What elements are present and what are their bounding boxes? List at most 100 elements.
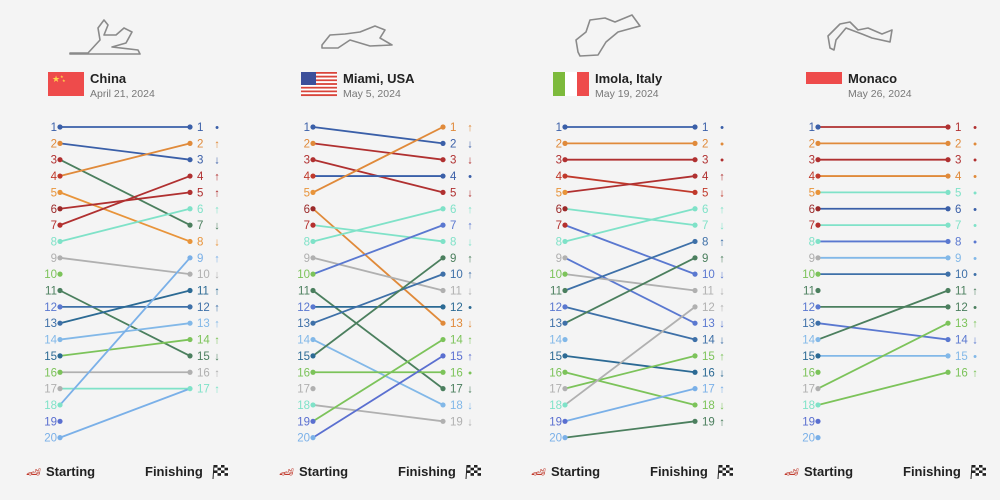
finish-position-label: 18 [450, 400, 463, 412]
start-position-label: 13 [297, 318, 310, 330]
start-dot [57, 287, 63, 294]
finish-position-label: 15 [197, 351, 210, 363]
finish-position-label: 7 [197, 220, 203, 232]
start-position-label: 10 [44, 269, 57, 281]
start-dot [57, 124, 63, 130]
finish-position-label: 6 [955, 204, 961, 216]
finish-dot [692, 124, 698, 130]
finish-dot [692, 287, 698, 294]
start-dot [57, 255, 63, 261]
start-dot [815, 320, 821, 326]
start-position-label: 15 [549, 351, 562, 363]
position-change-marker: • [973, 302, 977, 314]
starting-label: Starting [804, 464, 853, 479]
finish-dot [692, 157, 698, 163]
start-dot [815, 418, 821, 424]
finish-dot [945, 369, 951, 375]
position-change-marker: ↑ [214, 286, 220, 298]
finish-dot [692, 418, 698, 424]
flag-italy-icon [553, 72, 589, 96]
finish-dot [440, 418, 446, 424]
start-position-label: 2 [556, 138, 562, 150]
race-car-icon: 🏎 [279, 465, 294, 479]
finish-position-label: 13 [955, 318, 968, 330]
finish-dot [692, 402, 698, 408]
start-dot [57, 320, 63, 326]
finish-dot [692, 271, 698, 277]
start-dot [562, 402, 568, 408]
start-dot [815, 336, 821, 343]
finish-position-label: 12 [955, 302, 968, 314]
finish-dot [692, 320, 698, 326]
finish-position-label: 5 [702, 187, 708, 199]
slope-line [59, 158, 191, 226]
position-change-marker: • [973, 236, 977, 248]
position-change-marker: ↑ [214, 171, 220, 183]
start-position-label: 15 [44, 351, 57, 363]
chart-subtitle: May 26, 2024 [848, 88, 912, 100]
position-change-marker: • [720, 138, 724, 150]
start-dot [310, 157, 316, 163]
finish-position-label: 5 [450, 187, 456, 199]
start-dot [562, 287, 568, 294]
slope-line [312, 142, 444, 161]
finishing-label: Finishing [145, 464, 203, 479]
finish-dot [187, 157, 193, 163]
start-position-label: 10 [297, 269, 310, 281]
finish-position-label: 16 [197, 367, 210, 379]
start-dot [815, 222, 821, 228]
finish-dot [692, 369, 698, 375]
start-position-label: 3 [304, 155, 310, 167]
start-position-label: 9 [809, 253, 815, 265]
race-car-icon: 🏎 [531, 465, 546, 479]
slope-line [564, 355, 696, 374]
start-position-label: 11 [45, 286, 57, 298]
start-dot [815, 189, 821, 195]
finish-position-label: 7 [702, 220, 708, 232]
position-change-marker: • [973, 138, 977, 150]
finish-position-label: 13 [197, 318, 210, 330]
chart-subtitle: April 21, 2024 [90, 88, 155, 100]
start-dot [310, 140, 316, 146]
start-dot [57, 418, 63, 424]
position-change-marker: ↑ [972, 318, 978, 330]
start-position-label: 12 [802, 302, 815, 314]
finishing-label: Finishing [650, 464, 708, 479]
start-dot [57, 386, 63, 392]
start-position-label: 4 [809, 171, 816, 183]
finish-position-label: 11 [450, 286, 462, 298]
finish-position-label: 11 [702, 286, 714, 298]
position-change-marker: • [468, 367, 472, 379]
finish-position-label: 3 [197, 155, 203, 167]
start-position-label: 13 [44, 318, 57, 330]
start-dot [310, 402, 316, 408]
position-change-marker: ↓ [467, 416, 473, 428]
start-dot [562, 369, 568, 375]
finish-dot [440, 320, 446, 326]
start-dot [310, 369, 316, 375]
finish-dot [945, 353, 951, 359]
slope-line [564, 371, 696, 406]
position-change-marker: ↑ [719, 204, 725, 216]
start-position-label: 9 [556, 253, 562, 265]
slope-line [312, 207, 444, 243]
finish-dot [440, 140, 446, 146]
start-position-label: 7 [556, 220, 562, 232]
position-change-marker: • [468, 171, 472, 183]
start-position-label: 20 [802, 433, 815, 445]
start-dot [310, 189, 316, 195]
start-position-label: 4 [51, 171, 58, 183]
finish-dot [440, 271, 446, 277]
start-dot [562, 124, 568, 130]
start-position-label: 11 [550, 286, 562, 298]
start-position-label: 18 [549, 400, 562, 412]
position-change-marker: ↑ [719, 236, 725, 248]
finish-position-label: 10 [702, 269, 715, 281]
start-position-label: 19 [549, 416, 562, 428]
finish-position-label: 2 [702, 138, 708, 150]
position-change-marker: • [973, 253, 977, 265]
finish-position-label: 14 [450, 335, 463, 347]
finish-dot [440, 173, 446, 179]
finish-dot [692, 206, 698, 212]
